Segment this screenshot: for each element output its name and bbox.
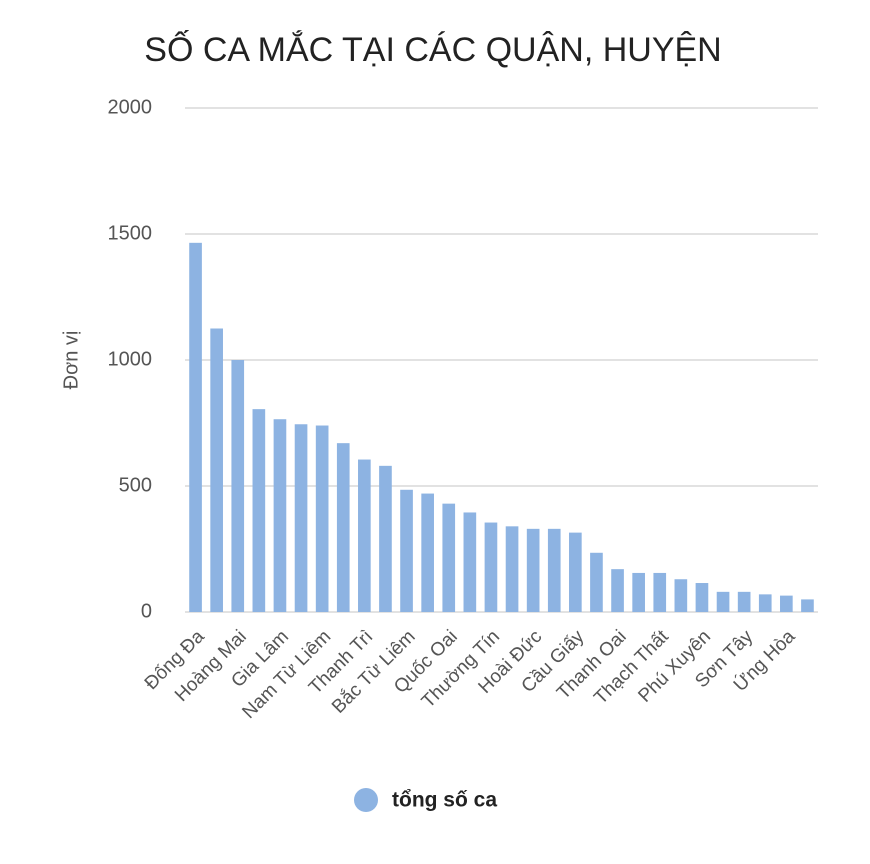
bar (463, 512, 477, 612)
bar (653, 572, 667, 612)
y-tick-label: 500 (119, 474, 152, 496)
bar (252, 409, 266, 612)
bar (526, 528, 540, 612)
legend-label: tổng số ca (392, 789, 497, 812)
bar (780, 595, 793, 612)
y-tick-label: 2000 (108, 96, 153, 118)
legend-marker (354, 788, 378, 812)
bar (505, 526, 519, 612)
bar (379, 465, 392, 612)
bar (442, 503, 456, 612)
y-tick-label: 1500 (108, 222, 153, 244)
bar (801, 599, 814, 612)
bar (674, 579, 688, 612)
bar (336, 443, 350, 612)
chart-title: SỐ CA MẮC TẠI CÁC QUẬN, HUYỆN (144, 30, 721, 69)
bar (358, 459, 371, 612)
bar (315, 425, 329, 612)
bar (400, 489, 413, 612)
bar (611, 569, 624, 612)
bar (547, 528, 561, 612)
bar (590, 552, 603, 612)
bar (484, 522, 498, 612)
bar (273, 419, 287, 612)
bar (695, 583, 709, 612)
y-axis-title: Đơn vị (60, 331, 82, 390)
bar (294, 424, 308, 612)
bar (737, 591, 751, 612)
bar (758, 594, 772, 612)
bar (189, 242, 202, 612)
bar (632, 572, 645, 612)
bar (569, 532, 582, 612)
bar (421, 493, 434, 612)
bar (210, 328, 223, 612)
y-tick-label: 0 (141, 600, 152, 622)
bar (716, 591, 730, 612)
bar (231, 360, 245, 612)
y-tick-label: 1000 (108, 348, 153, 370)
